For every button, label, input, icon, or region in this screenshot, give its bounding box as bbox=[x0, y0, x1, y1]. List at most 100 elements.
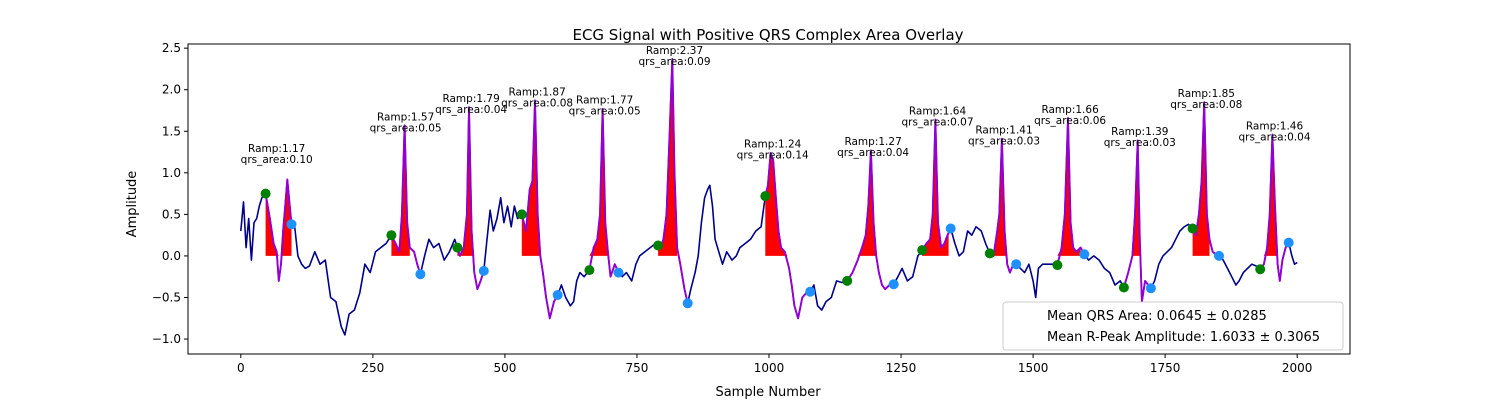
qrs-offset-marker-12 bbox=[1145, 283, 1156, 294]
y-tick-label-3: 0.5 bbox=[162, 207, 181, 221]
qrs-onset-marker-4 bbox=[516, 209, 527, 220]
y-tick-label-1: −0.5 bbox=[152, 290, 181, 304]
qrs-offset-marker-7 bbox=[805, 286, 816, 297]
qrs-offset-marker-11 bbox=[1079, 249, 1090, 260]
qrs-onset-marker-3 bbox=[452, 242, 463, 253]
qrs-area-label-2: qrs_area:0.05 bbox=[370, 122, 442, 134]
qrs-area-label-11: qrs_area:0.06 bbox=[1034, 115, 1106, 127]
qrs-area-label-7: qrs_area:0.14 bbox=[737, 150, 809, 162]
qrs-segment-7 bbox=[764, 151, 811, 320]
y-tick-label-0: −1.0 bbox=[152, 332, 181, 346]
x-tick-label-3: 750 bbox=[626, 361, 649, 375]
qrs-area-label-14: qrs_area:0.04 bbox=[1238, 131, 1310, 143]
qrs-area-fill-12 bbox=[1123, 140, 1141, 256]
qrs-segment-8 bbox=[846, 149, 894, 291]
chart-title: ECG Signal with Positive QRS Complex Are… bbox=[572, 26, 963, 44]
qrs-offset-marker-6 bbox=[682, 298, 693, 309]
qrs-onset-marker-14 bbox=[1255, 264, 1266, 275]
qrs-area-label-13: qrs_area:0.08 bbox=[1170, 99, 1242, 111]
ramp-label-10: Ramp:1.41 bbox=[975, 125, 1032, 137]
legend-entry-r-peak: Mean R-Peak Amplitude: 1.6033 ± 0.3065 bbox=[1047, 330, 1320, 345]
qrs-offset-marker-3 bbox=[478, 265, 489, 276]
qrs-segment-4 bbox=[520, 99, 559, 320]
qrs-segment-3 bbox=[456, 106, 485, 291]
ramp-label-5: Ramp:1.77 bbox=[576, 95, 633, 107]
ramp-label-2: Ramp:1.57 bbox=[377, 111, 434, 123]
qrs-segment-9 bbox=[921, 118, 952, 251]
y-tick-label-5: 1.5 bbox=[162, 124, 181, 138]
x-tick-label-7: 1750 bbox=[1150, 361, 1181, 375]
qrs-offset-marker-2 bbox=[415, 269, 426, 280]
y-tick-label-6: 2.0 bbox=[162, 83, 181, 97]
qrs-area-label-10: qrs_area:0.03 bbox=[968, 136, 1040, 148]
ramp-label-3: Ramp:1.79 bbox=[442, 93, 499, 105]
qrs-onset-marker-2 bbox=[386, 230, 397, 241]
qrs-onset-marker-8 bbox=[842, 275, 853, 286]
ramp-label-11: Ramp:1.66 bbox=[1041, 104, 1099, 116]
qrs-offset-marker-14 bbox=[1283, 237, 1294, 248]
y-tick-label-7: 2.5 bbox=[162, 41, 181, 55]
qrs-area-fill-9 bbox=[922, 119, 949, 256]
qrs-offset-marker-9 bbox=[945, 223, 956, 234]
qrs-offset-marker-8 bbox=[888, 279, 899, 290]
qrs-area-label-1: qrs_area:0.10 bbox=[241, 154, 313, 166]
ramp-label-7: Ramp:1.24 bbox=[744, 139, 802, 151]
qrs-area-label-4: qrs_area:0.08 bbox=[501, 97, 573, 109]
x-tick-label-2: 500 bbox=[493, 361, 516, 375]
qrs-area-label-12: qrs_area:0.03 bbox=[1104, 137, 1176, 149]
qrs-segment-1 bbox=[264, 178, 293, 282]
x-axis-label: Sample Number bbox=[715, 385, 821, 400]
x-tick-label-8: 2000 bbox=[1282, 361, 1313, 375]
x-axis: 0 250 500 750 1000 1250 1500 1750 2000 bbox=[237, 354, 1312, 375]
qrs-segment-11 bbox=[1056, 117, 1086, 266]
qrs-offset-marker-13 bbox=[1214, 250, 1224, 261]
qrs-area-label-5: qrs_area:0.05 bbox=[569, 106, 641, 118]
x-tick-label-1: 250 bbox=[361, 361, 384, 375]
ramp-label-13: Ramp:1.85 bbox=[1178, 88, 1235, 100]
qrs-onset-marker-10 bbox=[984, 248, 995, 259]
qrs-area-fill-13 bbox=[1192, 102, 1210, 256]
x-tick-label-6: 1500 bbox=[1018, 361, 1049, 375]
legend: Mean QRS Area: 0.0645 ± 0.0285 Mean R-Pe… bbox=[1002, 301, 1344, 351]
qrs-segment-2 bbox=[390, 124, 422, 275]
ramp-label-8: Ramp:1.27 bbox=[844, 136, 901, 148]
ramp-label-14: Ramp:1.46 bbox=[1246, 120, 1304, 132]
x-tick-label-0: 0 bbox=[237, 361, 245, 375]
ramp-label-12: Ramp:1.39 bbox=[1111, 126, 1168, 138]
qrs-segment-6 bbox=[657, 58, 689, 304]
y-axis: −1.0 −0.5 0.0 0.5 1.0 1.5 2.0 2.5 bbox=[152, 41, 188, 346]
qrs-segment-13 bbox=[1191, 101, 1220, 257]
ramp-label-1: Ramp:1.17 bbox=[248, 143, 305, 155]
qrs-offset-marker-4 bbox=[552, 290, 563, 300]
qrs-segment-5 bbox=[588, 107, 620, 278]
qrs-segment-14 bbox=[1259, 133, 1290, 282]
y-axis-label: Amplitude bbox=[125, 171, 140, 238]
qrs-onset-marker-12 bbox=[1118, 282, 1129, 293]
qrs-onset-marker-6 bbox=[653, 240, 664, 251]
plot-area: Ramp:1.17qrs_area:0.10Ramp:1.57qrs_area:… bbox=[240, 45, 1311, 336]
legend-entry-qrs-area: Mean QRS Area: 0.0645 ± 0.0285 bbox=[1047, 309, 1267, 324]
qrs-offset-marker-5 bbox=[613, 267, 624, 278]
y-tick-label-2: 0.0 bbox=[162, 249, 181, 263]
qrs-area-label-8: qrs_area:0.04 bbox=[837, 147, 909, 159]
y-tick-label-4: 1.0 bbox=[162, 166, 181, 180]
qrs-offset-marker-10 bbox=[1011, 259, 1022, 270]
qrs-onset-marker-13 bbox=[1187, 223, 1198, 234]
qrs-area-label-9: qrs_area:0.07 bbox=[901, 116, 973, 128]
ramp-label-6: Ramp:2.37 bbox=[646, 45, 703, 57]
qrs-area-label-6: qrs_area:0.09 bbox=[638, 56, 710, 68]
ramp-label-9: Ramp:1.64 bbox=[909, 105, 967, 117]
x-tick-label-4: 1000 bbox=[754, 361, 785, 375]
qrs-onset-marker-11 bbox=[1052, 260, 1063, 271]
legend-box bbox=[1002, 301, 1344, 351]
x-tick-label-5: 1250 bbox=[886, 361, 917, 375]
qrs-segment-12 bbox=[1122, 139, 1152, 303]
qrs-offset-marker-1 bbox=[286, 219, 297, 230]
qrs-onset-marker-9 bbox=[917, 245, 928, 256]
qrs-segment-10 bbox=[989, 137, 1017, 274]
qrs-onset-marker-7 bbox=[760, 191, 771, 202]
qrs-area-label-3: qrs_area:0.04 bbox=[435, 104, 507, 116]
ramp-label-4: Ramp:1.87 bbox=[508, 86, 565, 98]
qrs-onset-marker-1 bbox=[260, 188, 271, 199]
